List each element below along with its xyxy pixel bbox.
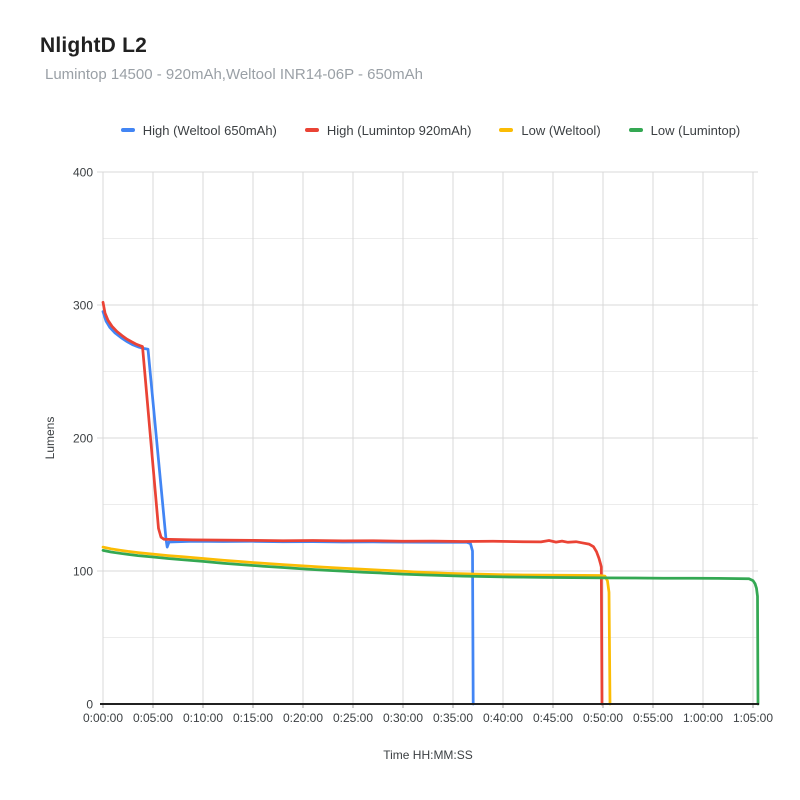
x-tick-label: 0:10:00 — [183, 711, 223, 725]
x-tick-label: 0:50:00 — [583, 711, 623, 725]
y-tick-label: 0 — [86, 698, 93, 712]
chart-title: NlightD L2 — [40, 34, 147, 57]
x-tick-label: 0:45:00 — [533, 711, 573, 725]
y-tick-label: 100 — [73, 565, 93, 579]
legend-item-high-lumintop-920mah[interactable]: High (Lumintop 920mAh) — [304, 122, 472, 138]
legend-label: High (Weltool 650mAh) — [142, 122, 277, 138]
x-tick-label: 1:05:00 — [733, 711, 773, 725]
x-tick-label: 0:35:00 — [433, 711, 473, 725]
legend-swatch-icon — [120, 128, 135, 132]
legend-item-low-weltool[interactable]: Low (Weltool) — [499, 122, 601, 138]
legend-label: Low (Lumintop) — [650, 122, 741, 138]
legend-label: High (Lumintop 920mAh) — [326, 122, 472, 138]
series-line-low-weltool — [101, 545, 612, 706]
x-tick-label: 0:25:00 — [333, 711, 373, 725]
legend-item-high-weltool-650mah[interactable]: High (Weltool 650mAh) — [120, 122, 277, 138]
legend-swatch-icon — [499, 128, 514, 132]
legend-item-low-lumintop[interactable]: Low (Lumintop) — [628, 122, 741, 138]
series-line-low-lumintop — [101, 549, 760, 706]
x-tick-label: 0:40:00 — [483, 711, 523, 725]
x-tick-label: 0:05:00 — [133, 711, 173, 725]
legend-label: Low (Weltool) — [521, 122, 601, 138]
x-tick-label: 0:15:00 — [233, 711, 273, 725]
y-tick-label: 300 — [73, 299, 93, 313]
legend: High (Weltool 650mAh) High (Lumintop 920m… — [103, 121, 758, 139]
x-tick-label: 0:55:00 — [633, 711, 673, 725]
x-tick-label: 0:30:00 — [383, 711, 423, 725]
series-line-high-weltool-650mah — [101, 310, 475, 706]
legend-swatch-icon — [304, 128, 319, 132]
legend-swatch-icon — [628, 128, 643, 132]
series-line-high-lumintop-920mah — [101, 300, 604, 706]
y-tick-label: 400 — [73, 166, 93, 180]
x-tick-label: 0:00:00 — [83, 711, 123, 725]
chart-subtitle: Lumintop 14500 - 920mAh,Weltool INR14-06… — [45, 66, 423, 83]
x-tick-label: 1:00:00 — [683, 711, 723, 725]
x-axis-title: Time HH:MM:SS — [383, 748, 473, 762]
y-tick-label: 200 — [73, 432, 93, 446]
x-tick-label: 0:20:00 — [283, 711, 323, 725]
y-axis-title: Lumens — [43, 416, 57, 460]
